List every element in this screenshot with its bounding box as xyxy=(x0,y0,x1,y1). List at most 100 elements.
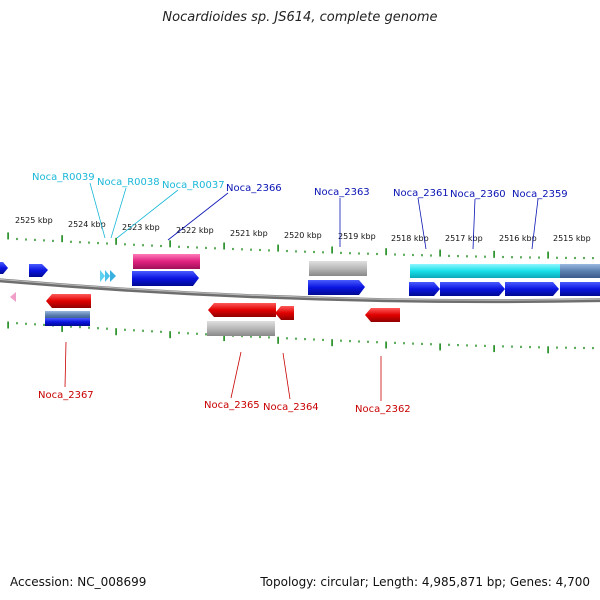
gene-arrow[interactable] xyxy=(275,306,294,320)
rna-arrow[interactable] xyxy=(100,270,105,282)
minor-tick xyxy=(448,343,450,346)
major-tick xyxy=(331,246,333,254)
minor-tick xyxy=(520,256,522,259)
minor-tick xyxy=(475,255,477,258)
minor-tick xyxy=(97,327,99,330)
minor-tick xyxy=(196,246,198,249)
leader-line xyxy=(110,187,127,239)
minor-tick xyxy=(322,251,324,254)
gene-arrow[interactable] xyxy=(409,282,440,296)
cyan-feature[interactable] xyxy=(410,264,561,278)
minor-tick xyxy=(313,338,315,341)
minor-tick xyxy=(151,330,153,333)
major-tick xyxy=(277,336,279,344)
kbp-label: 2524 kbp xyxy=(68,220,106,229)
minor-tick xyxy=(502,345,504,348)
gene-label-forward[interactable]: Noca_2363 xyxy=(314,187,370,198)
gene-arrow[interactable] xyxy=(440,282,505,296)
gene-arrow[interactable] xyxy=(560,282,600,296)
minor-tick xyxy=(412,342,414,345)
minor-tick xyxy=(70,240,72,243)
gene-label-reverse[interactable]: Noca_2367 xyxy=(38,390,94,401)
minor-tick xyxy=(250,248,252,251)
minor-tick xyxy=(484,255,486,258)
misc-feature[interactable] xyxy=(207,321,275,336)
minor-tick xyxy=(511,345,513,348)
minor-tick xyxy=(259,248,261,252)
minor-tick xyxy=(340,251,342,254)
misc-feature[interactable] xyxy=(309,261,367,276)
minor-tick xyxy=(16,322,18,325)
minor-tick xyxy=(124,243,126,246)
kbp-label: 2523 kbp xyxy=(122,223,160,232)
minor-tick xyxy=(88,241,90,244)
leader-line xyxy=(282,352,291,400)
major-tick xyxy=(385,341,387,349)
gene-arrow[interactable] xyxy=(132,271,199,286)
minor-tick xyxy=(520,345,522,348)
gene-label-forward[interactable]: Noca_2361 xyxy=(393,188,449,199)
minor-tick xyxy=(34,323,36,326)
gene-label-rna[interactable]: Noca_R0039 xyxy=(32,172,95,183)
rna-feature[interactable] xyxy=(133,254,200,269)
rna-arrow[interactable] xyxy=(110,270,116,282)
gene-feature[interactable] xyxy=(45,318,90,326)
minor-tick xyxy=(160,244,162,248)
leader-line xyxy=(167,192,229,241)
leader-line xyxy=(230,351,242,399)
minor-tick xyxy=(376,341,378,344)
gene-arrow[interactable] xyxy=(208,303,276,317)
gene-label-forward[interactable]: Noca_2366 xyxy=(226,183,282,194)
minor-tick xyxy=(484,344,486,347)
genome-backbone xyxy=(0,278,600,304)
gene-label-reverse[interactable]: Noca_2364 xyxy=(263,402,319,413)
gene-arrow[interactable] xyxy=(0,262,8,274)
minor-tick xyxy=(403,342,405,345)
minor-tick xyxy=(178,331,180,334)
minor-tick xyxy=(412,253,414,257)
minor-tick xyxy=(88,326,90,329)
minor-tick xyxy=(529,346,531,349)
minor-tick xyxy=(349,252,351,255)
gene-arrow[interactable] xyxy=(505,282,559,296)
gene-arrow[interactable] xyxy=(46,294,91,308)
gene-label-reverse[interactable]: Noca_2362 xyxy=(355,404,411,415)
minor-tick xyxy=(394,253,396,256)
minor-tick xyxy=(160,330,162,333)
major-tick xyxy=(547,346,549,354)
gene-label-rna[interactable]: Noca_R0037 xyxy=(162,180,225,191)
minor-tick xyxy=(367,340,369,343)
gene-label-forward[interactable]: Noca_2360 xyxy=(450,189,506,200)
minor-tick xyxy=(97,242,99,245)
gene-label-reverse[interactable]: Noca_2365 xyxy=(204,400,260,411)
steel-feature[interactable] xyxy=(560,264,600,278)
steel-feature[interactable] xyxy=(45,311,90,319)
minor-tick xyxy=(322,338,324,341)
kbp-label: 2515 kbp xyxy=(553,234,591,243)
gene-arrow[interactable] xyxy=(365,308,400,322)
major-tick xyxy=(331,339,333,347)
gene-label-forward[interactable]: Noca_2359 xyxy=(512,189,568,200)
minor-tick xyxy=(250,335,252,338)
reverse-strand-features xyxy=(10,292,400,336)
gene-arrow[interactable] xyxy=(308,280,365,295)
gene-labels: Noca_R0039 Noca_R0038 Noca_R0037 Noca_23… xyxy=(32,172,568,415)
minor-tick xyxy=(565,346,567,349)
gene-arrow[interactable] xyxy=(29,264,48,277)
minor-tick xyxy=(70,325,72,328)
minor-tick xyxy=(205,333,207,336)
gene-label-rna[interactable]: Noca_R0038 xyxy=(97,177,160,188)
minor-tick xyxy=(133,243,135,246)
rna-arrow[interactable] xyxy=(10,292,16,302)
major-tick xyxy=(115,328,117,336)
rna-arrow[interactable] xyxy=(105,270,110,282)
map-title: Nocardioides sp. JS614, complete genome xyxy=(162,10,438,25)
major-tick xyxy=(439,249,441,257)
major-tick xyxy=(169,240,171,248)
bottom-tick-row xyxy=(7,321,594,354)
minor-tick xyxy=(538,256,540,259)
major-tick xyxy=(169,331,171,339)
minor-tick xyxy=(313,250,315,254)
minor-tick xyxy=(466,344,468,347)
minor-tick xyxy=(556,256,558,259)
